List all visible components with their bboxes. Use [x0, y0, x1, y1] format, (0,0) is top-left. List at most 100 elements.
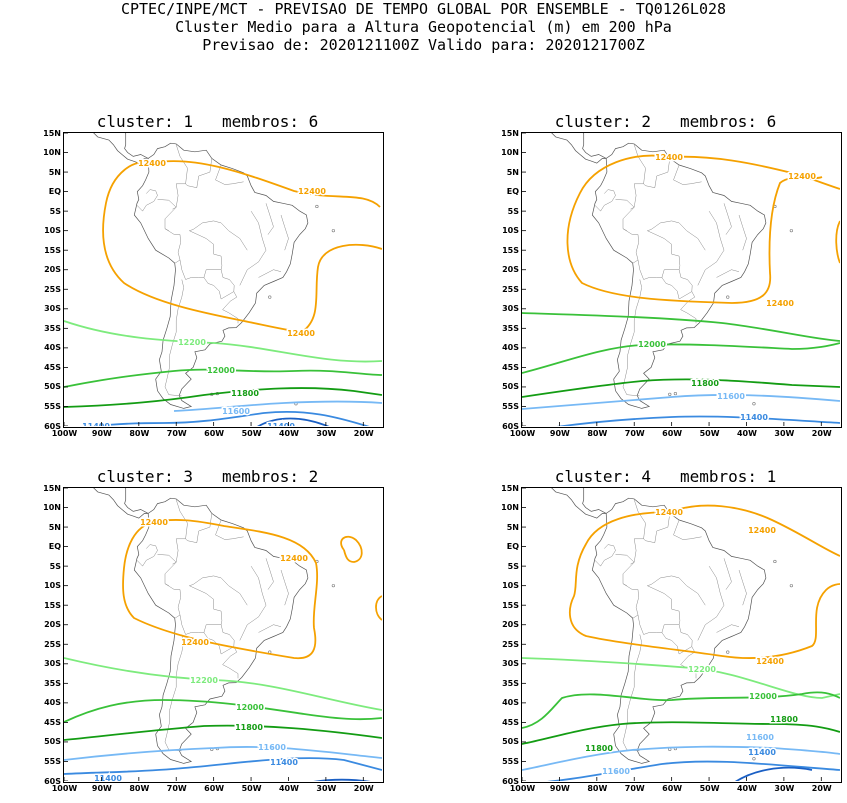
contour-layer — [522, 504, 840, 781]
lon-tick-label: 80W — [129, 784, 150, 793]
contour-label: 11400 — [267, 422, 295, 426]
lat-tick-label: 50S — [44, 737, 61, 747]
lat-tick-label: 20S — [502, 620, 519, 630]
lat-tick-label: 40S — [44, 343, 61, 353]
contour-11800 — [522, 378, 840, 398]
central-america-coastline — [551, 133, 607, 164]
country-border — [615, 199, 635, 210]
lon-tick-label: 40W — [736, 429, 757, 438]
island-outline — [773, 559, 777, 564]
coastline-layer — [93, 133, 335, 409]
contour-label: 12000 — [749, 692, 777, 701]
lat-tick-label: EQ — [48, 187, 61, 197]
contour-label: 12400 — [298, 187, 326, 196]
map-panel-cluster-4: cluster: 4 membros: 1 12400 12400 12400 … — [458, 467, 847, 797]
country-border — [673, 164, 702, 185]
contour-label: 12200 — [190, 676, 218, 685]
lon-tick-label: 90W — [549, 784, 570, 793]
contour-label: 12400 — [287, 329, 315, 338]
lat-tick-label: 5N — [506, 167, 519, 177]
country-border — [164, 634, 184, 752]
lat-tick-label: 10N — [43, 503, 61, 513]
contour-labels: 12400 12400 12400 12200 12000 11800 1180… — [584, 507, 800, 782]
south-america-coastline — [133, 497, 309, 764]
contour-layer — [522, 154, 840, 426]
lat-tick-label: 15N — [43, 483, 61, 493]
lat-tick-label: 30S — [502, 659, 519, 669]
contour-label: 11400 — [94, 774, 122, 781]
map-canvas: 12400 12400 12400 12200 12000 11800 1160… — [64, 133, 382, 426]
country-border — [716, 624, 740, 633]
lon-tick-label: 60W — [204, 429, 225, 438]
island-outline — [789, 229, 793, 233]
lat-tick-label: 5N — [506, 522, 519, 532]
contour-label: 12200 — [688, 665, 716, 674]
figure-header: CPTEC/INPE/MCT - PREVISAO DE TEMPO GLOBA… — [0, 0, 847, 54]
lat-tick-label: EQ — [48, 542, 61, 552]
contour-12400 — [301, 243, 382, 333]
contour-layer — [64, 160, 382, 426]
contour-label: 12400 — [655, 508, 683, 517]
contour-label: 11800 — [770, 715, 798, 724]
contour-label: 11800 — [585, 744, 613, 753]
lon-tick-label: 70W — [166, 429, 187, 438]
lat-tick-label: 35S — [44, 323, 61, 333]
country-border — [643, 513, 671, 543]
lat-tick-label: 10N — [501, 148, 519, 158]
country-border — [637, 230, 681, 280]
lat-tick-label: 10S — [44, 581, 61, 591]
lon-tick-label: 30W — [774, 784, 795, 793]
country-border — [164, 583, 169, 586]
contour-layer — [64, 519, 382, 781]
island-outline — [331, 229, 335, 233]
country-border — [661, 269, 693, 300]
contour-11200 — [735, 766, 813, 781]
lat-tick-label: 60S — [502, 421, 519, 431]
coastline-layer — [551, 133, 793, 409]
contour-label: 11800 — [691, 379, 719, 388]
lon-tick-label: 70W — [166, 784, 187, 793]
country-border — [164, 228, 169, 231]
lat-tick-label: 60S — [502, 776, 519, 786]
lat-tick-label: EQ — [506, 187, 519, 197]
lat-tick-label: 5S — [507, 561, 519, 571]
central-america-coastline — [551, 488, 607, 519]
lon-tick-label: 80W — [129, 429, 150, 438]
lon-tick-label: 100W — [51, 784, 78, 793]
country-border — [637, 585, 681, 635]
country-border — [258, 624, 282, 633]
contour-label: 11600 — [258, 743, 286, 752]
country-border — [622, 228, 627, 231]
contour-label: 12400 — [181, 638, 209, 647]
lat-tick-label: 10N — [43, 148, 61, 158]
lat-tick-label: 55S — [502, 401, 519, 411]
lon-tick-label: 30W — [316, 429, 337, 438]
contour-12200 — [64, 657, 382, 711]
contour-12400 — [568, 511, 840, 659]
lon-tick-label: 40W — [736, 784, 757, 793]
country-border — [189, 575, 222, 586]
lat-tick-label: 45S — [502, 362, 519, 372]
map-canvas: 12400 12400 12400 12200 12000 11800 1160… — [64, 488, 382, 781]
country-border — [738, 214, 747, 251]
island-outline — [726, 295, 730, 299]
south-america-coastline — [591, 497, 767, 764]
island-outline — [752, 402, 756, 406]
contour-12000 — [522, 312, 840, 342]
lon-tick-label: 50W — [699, 784, 720, 793]
contour-label: 11600 — [717, 392, 745, 401]
lat-tick-label: 15S — [502, 245, 519, 255]
lon-tick-label: 50W — [241, 784, 262, 793]
country-border — [222, 646, 239, 679]
panel-title: cluster: 4 membros: 1 — [554, 467, 777, 486]
lon-tick-label: 50W — [241, 429, 262, 438]
lat-tick-label: 30S — [44, 659, 61, 669]
panel-title: cluster: 2 membros: 6 — [554, 112, 777, 131]
lat-tick-label: 30S — [44, 304, 61, 314]
lat-tick-label: 45S — [44, 717, 61, 727]
country-border — [280, 214, 289, 251]
country-border — [622, 499, 646, 619]
lat-tick-label: 5S — [507, 206, 519, 216]
header-dates: Previsao de: 2020121100Z Valido para: 20… — [202, 36, 645, 54]
contour-12200 — [522, 657, 840, 699]
